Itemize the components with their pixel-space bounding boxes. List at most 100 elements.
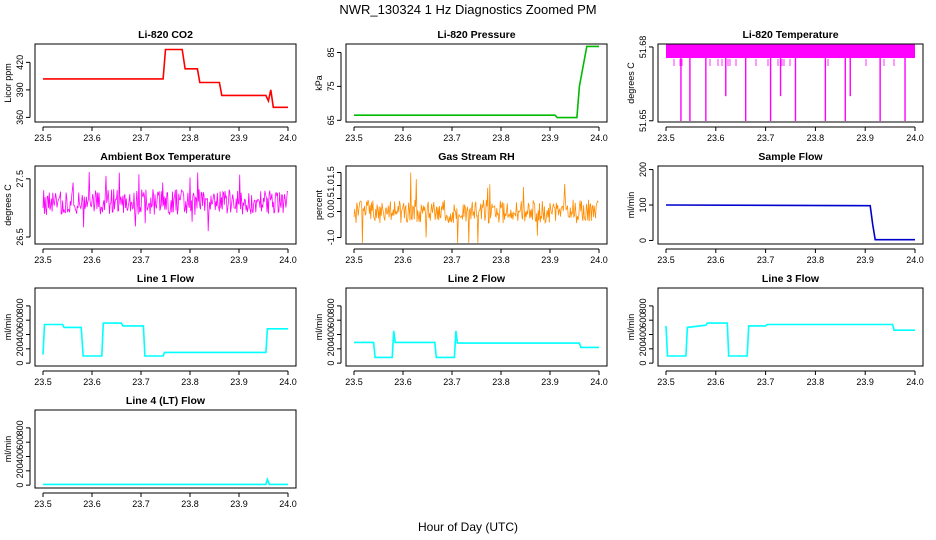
y-axis-label: percent	[314, 189, 324, 220]
plot-area	[666, 44, 915, 121]
x-tick-label: 23.7	[757, 377, 775, 387]
x-tick-label: 23.7	[132, 377, 150, 387]
x-tick-label: 24.0	[279, 377, 297, 387]
y-tick-label: 400	[638, 327, 648, 342]
x-axis: 23.5 23.6 23.7 23.8 23.9 24.0	[34, 126, 297, 143]
x-tick-label: 23.7	[443, 377, 461, 387]
x-axis: 23.5 23.6 23.7 23.8 23.9 24.0	[34, 370, 297, 387]
y-tick-label: 65	[326, 115, 336, 125]
x-tick-label: 23.8	[181, 133, 199, 143]
panel-frame	[345, 287, 608, 367]
y-tick-label: 0	[326, 361, 336, 366]
series-noise	[42, 171, 289, 232]
y-tick-label: 85	[326, 47, 336, 57]
panel-title: Li-820 Temperature	[742, 29, 838, 41]
plot-area	[42, 171, 289, 232]
plot-area	[665, 322, 915, 357]
plot-area	[665, 204, 915, 241]
panel-frame	[34, 43, 297, 123]
x-tick-label: 24.0	[590, 133, 608, 143]
y-tick-label: 200	[638, 341, 648, 356]
x-tick-label: 23.6	[83, 133, 101, 143]
x-tick-label: 23.8	[181, 499, 199, 509]
x-axis: 23.5 23.6 23.7 23.8 23.9 24.0	[345, 248, 608, 265]
y-axis-label: degrees C	[626, 62, 636, 104]
series-line	[354, 45, 599, 119]
series-line	[665, 204, 915, 241]
x-tick-label: 23.9	[230, 499, 248, 509]
y-tick-label: 600	[326, 313, 336, 328]
x-tick-label: 23.5	[657, 133, 675, 143]
panel-frame	[34, 287, 297, 367]
x-tick-label: 24.0	[906, 133, 924, 143]
x-tick-label: 23.5	[34, 255, 52, 265]
plot-area	[353, 172, 599, 244]
x-tick-label: 23.7	[132, 133, 150, 143]
y-tick-label: 200	[326, 341, 336, 356]
series-hatch	[673, 59, 895, 66]
y-tick-label: 1.5	[326, 166, 336, 179]
x-tick-label: 23.5	[34, 499, 52, 509]
y-axis-label: ml/min	[626, 192, 636, 219]
x-tick-label: 24.0	[279, 499, 297, 509]
panel-frame	[657, 287, 924, 367]
chart-panel-7: Line 1 Flow ml/min 23.5 23.6 23.7 23.8 23.9 24.…	[3, 273, 297, 387]
y-axis: 26.5 27.5	[15, 170, 31, 246]
x-tick-label: 23.7	[757, 255, 775, 265]
y-tick-label: 26.5	[15, 228, 25, 246]
y-tick-label: 0.0	[326, 205, 336, 218]
x-tick-label: 23.9	[541, 133, 559, 143]
x-tick-label: 23.9	[856, 133, 874, 143]
x-tick-label: 23.8	[807, 133, 825, 143]
x-axis: 23.5 23.6 23.7 23.8 23.9 24.0	[657, 126, 924, 143]
plot-area	[43, 48, 288, 109]
figure-title: NWR_130324 1 Hz Diagnostics Zoomed PM	[339, 2, 596, 17]
panel-title: Sample Flow	[758, 151, 823, 163]
x-tick-label: 23.8	[181, 377, 199, 387]
y-tick-label: 51.68	[638, 36, 648, 59]
y-tick-label: 0	[15, 361, 25, 366]
panel-title: Line 3 Flow	[762, 273, 820, 285]
x-tick-label: 24.0	[590, 255, 608, 265]
y-tick-label: 200	[15, 463, 25, 478]
y-tick-label: 400	[15, 327, 25, 342]
panel-title: Line 1 Flow	[137, 273, 195, 285]
y-axis-label: kPa	[314, 75, 324, 91]
plot-area	[43, 476, 288, 486]
panel-frame	[345, 165, 608, 245]
y-axis-label: ml/min	[314, 314, 324, 341]
panel-frame	[657, 43, 924, 123]
y-axis: 360 390 420	[15, 55, 31, 125]
x-tick-label: 23.8	[807, 255, 825, 265]
x-tick-label: 23.5	[345, 133, 363, 143]
y-tick-label: 0	[638, 238, 648, 243]
y-tick-label: 100	[638, 197, 648, 212]
y-tick-label: 600	[638, 313, 648, 328]
series-line	[42, 322, 288, 357]
y-axis-label: ml/min	[626, 314, 636, 341]
x-tick-label: 24.0	[279, 133, 297, 143]
series-line	[43, 476, 288, 486]
x-tick-label: 23.7	[132, 499, 150, 509]
x-tick-label: 24.0	[906, 255, 924, 265]
panel-title: Li-820 Pressure	[437, 29, 515, 41]
x-tick-label: 23.5	[34, 377, 52, 387]
y-axis: 51.65 51.68	[638, 36, 654, 132]
chart-panel-5: Gas Stream RH percent 23.5 23.6 23.7 23.8 23.9…	[314, 151, 608, 265]
chart-panel-9: Line 3 Flow ml/min 23.5 23.6 23.7 23.8 23.9 24.…	[626, 273, 924, 387]
x-tick-label: 23.8	[181, 255, 199, 265]
panel-frame	[34, 165, 297, 245]
x-tick-label: 23.6	[394, 255, 412, 265]
x-tick-label: 23.5	[657, 377, 675, 387]
x-tick-label: 23.9	[230, 377, 248, 387]
x-tick-label: 23.6	[707, 377, 725, 387]
x-tick-label: 23.9	[230, 133, 248, 143]
plot-area	[354, 330, 599, 359]
y-tick-label: 600	[15, 435, 25, 450]
x-tick-label: 23.7	[757, 133, 775, 143]
x-tick-label: 23.6	[83, 377, 101, 387]
